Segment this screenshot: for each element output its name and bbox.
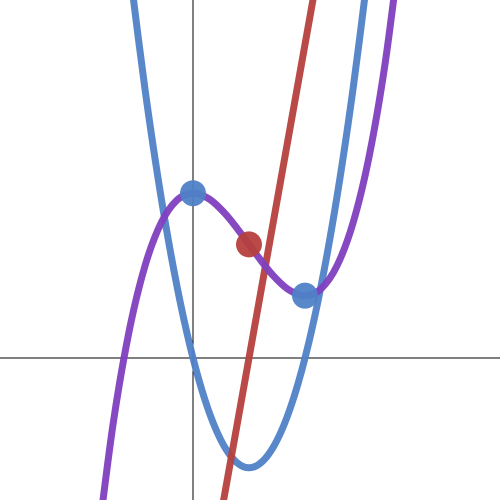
curve (130, 0, 368, 472)
point (236, 231, 262, 258)
point (180, 180, 206, 207)
point (292, 282, 318, 309)
curve (220, 0, 317, 500)
points (180, 180, 318, 309)
